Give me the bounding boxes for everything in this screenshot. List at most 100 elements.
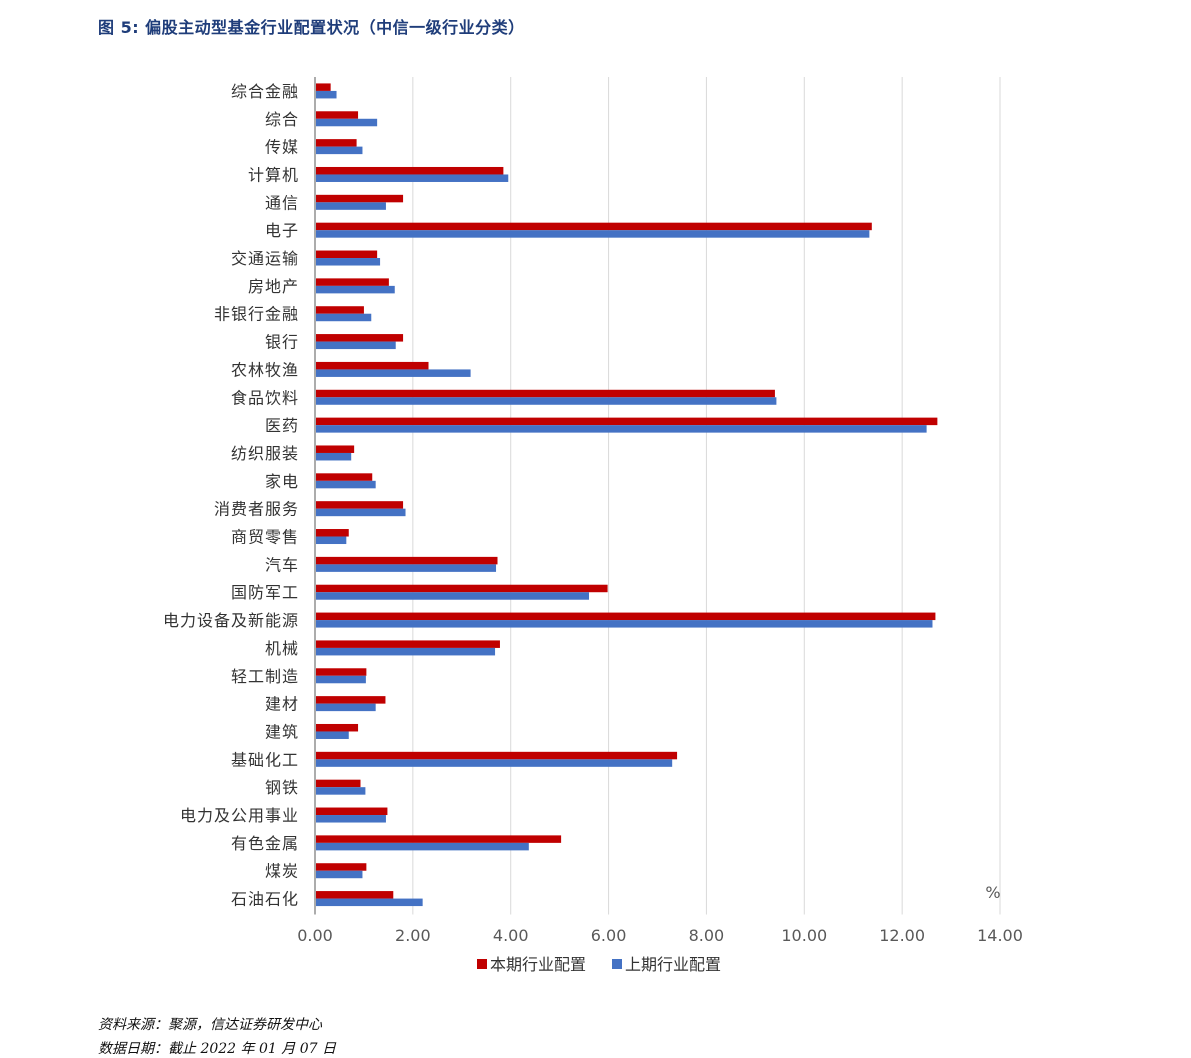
bar-previous xyxy=(316,397,777,405)
bar-previous xyxy=(316,731,349,739)
bar-current xyxy=(316,584,608,593)
bar-previous xyxy=(316,620,933,628)
bar-chart: 0.00 2.00 4.00 6.00 8.00 10.00 12.00 14.00 综合金融… xyxy=(163,77,1023,974)
x-tick-label: 14.00 xyxy=(977,926,1023,945)
bar-current xyxy=(316,807,388,816)
bar-previous xyxy=(316,285,395,294)
category-label: 煤炭 xyxy=(265,862,299,881)
bar-current xyxy=(316,417,938,426)
bar-current xyxy=(316,166,504,175)
figure-title: 图 5: 偏股主动型基金行业配置状况（中信一级行业分类） xyxy=(98,18,525,37)
bar-previous xyxy=(316,118,378,127)
source-note: 资料来源：聚源，信达证券研发中心 xyxy=(98,1017,322,1033)
bar-current xyxy=(316,835,562,843)
bar-previous xyxy=(316,675,366,684)
bar-current xyxy=(316,389,775,398)
bar-current xyxy=(316,139,357,147)
category-label: 有色金属 xyxy=(231,834,299,853)
bar-current xyxy=(316,501,404,509)
bar-current xyxy=(316,445,355,453)
bar-previous xyxy=(316,564,497,572)
legend-previous-swatch xyxy=(612,959,622,969)
category-labels: 综合金融综合传媒计算机通信电子交通运输房地产非银行金融银行农林牧渔食品饮料医药纺… xyxy=(163,82,299,909)
bar-current xyxy=(316,751,678,760)
category-label: 银行 xyxy=(265,333,299,352)
bar-current xyxy=(316,556,498,565)
bar-previous xyxy=(316,870,363,879)
bar-previous xyxy=(316,592,589,600)
unit-label: % xyxy=(985,883,1000,902)
category-label: 汽车 xyxy=(265,555,299,574)
bar-current xyxy=(316,83,331,91)
bar-current xyxy=(316,668,367,676)
category-label: 建材 xyxy=(265,695,299,714)
category-label: 钢铁 xyxy=(265,778,299,797)
legend-current-label: 本期行业配置 xyxy=(490,955,586,974)
bar-current xyxy=(316,529,349,537)
bar-previous xyxy=(316,313,372,322)
date-note: 数据日期：截止 2022 年 01 月 07 日 xyxy=(98,1041,336,1057)
category-label: 机械 xyxy=(265,639,299,658)
bar-previous xyxy=(316,787,366,795)
category-label: 电子 xyxy=(265,221,299,240)
x-tick-label: 8.00 xyxy=(689,926,725,945)
bar-previous xyxy=(316,425,927,433)
bar-current xyxy=(316,334,404,342)
gridlines xyxy=(314,77,1001,915)
category-label: 农林牧渔 xyxy=(231,360,299,379)
x-tick-labels: 0.00 2.00 4.00 6.00 8.00 10.00 12.00 14.00 xyxy=(297,926,1023,945)
bar-previous xyxy=(316,842,529,851)
bar-previous xyxy=(316,508,406,517)
category-label: 医药 xyxy=(265,416,299,435)
bar-current xyxy=(316,640,500,648)
bar-previous xyxy=(316,230,870,238)
bar-previous xyxy=(316,647,496,656)
bar-previous xyxy=(316,480,376,489)
bar-current xyxy=(316,250,378,259)
bar-previous xyxy=(316,369,471,377)
category-label: 轻工制造 xyxy=(231,667,299,686)
category-label: 电力及公用事业 xyxy=(180,806,299,825)
x-tick-label: 2.00 xyxy=(395,926,431,945)
bar-current xyxy=(316,696,386,704)
x-tick-label: 4.00 xyxy=(493,926,529,945)
x-tick-label: 0.00 xyxy=(297,926,333,945)
bar-current xyxy=(316,473,373,481)
bar-current xyxy=(316,361,429,370)
bar-current xyxy=(316,278,389,286)
bar-current xyxy=(316,111,359,119)
category-label: 食品饮料 xyxy=(231,388,299,407)
bar-previous xyxy=(316,759,673,767)
bar-current xyxy=(316,222,872,231)
bar-current xyxy=(316,779,361,788)
bar-current xyxy=(316,863,367,871)
bar-current xyxy=(316,891,394,899)
bar-previous xyxy=(316,174,509,182)
bar-previous xyxy=(316,341,396,350)
bar-previous xyxy=(316,815,386,823)
category-label: 商贸零售 xyxy=(231,528,299,547)
bar-previous xyxy=(316,90,337,99)
category-label: 通信 xyxy=(265,193,299,212)
category-label: 综合 xyxy=(265,110,299,129)
legend: 本期行业配置 上期行业配置 xyxy=(477,955,721,974)
bar-previous xyxy=(316,703,376,712)
category-label: 交通运输 xyxy=(231,249,299,268)
category-label: 综合金融 xyxy=(231,82,299,101)
bars xyxy=(316,83,938,907)
bar-current xyxy=(316,306,364,314)
category-label: 非银行金融 xyxy=(214,305,299,324)
bar-previous xyxy=(316,146,363,155)
category-label: 建筑 xyxy=(265,722,299,741)
bar-previous xyxy=(316,536,347,545)
x-tick-label: 12.00 xyxy=(879,926,925,945)
category-label: 消费者服务 xyxy=(214,500,299,519)
legend-current-swatch xyxy=(477,959,487,969)
category-label: 传媒 xyxy=(265,138,299,157)
category-label: 房地产 xyxy=(248,277,299,296)
category-label: 国防军工 xyxy=(231,583,299,602)
x-tick-label: 10.00 xyxy=(781,926,827,945)
category-label: 计算机 xyxy=(248,165,299,184)
bar-previous xyxy=(316,452,352,461)
bar-previous xyxy=(316,898,423,907)
